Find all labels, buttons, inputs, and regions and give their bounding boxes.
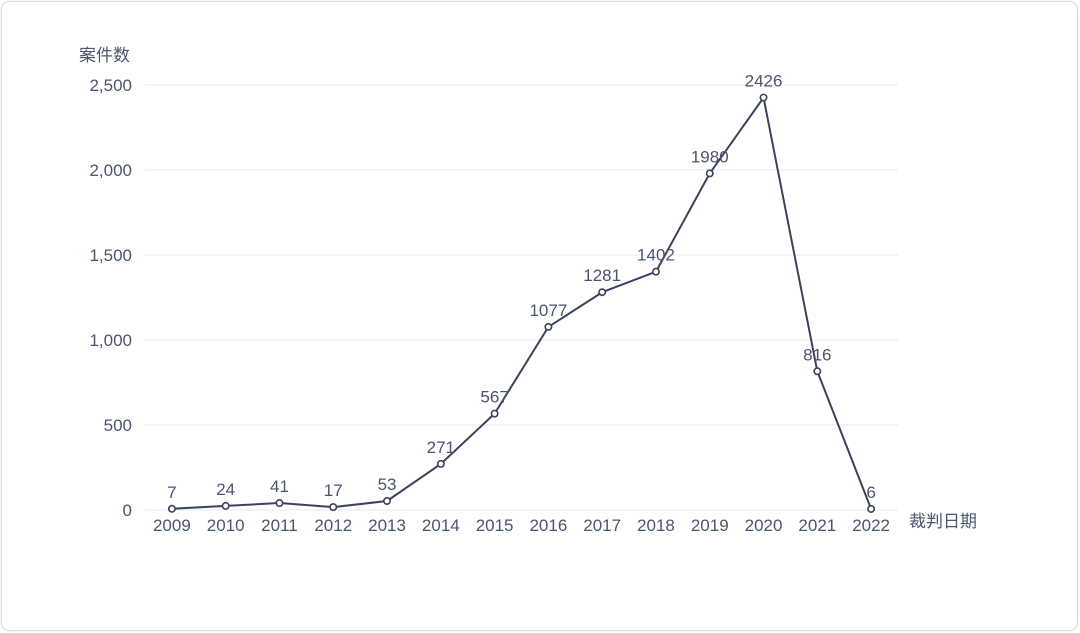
data-point-marker[interactable] [598, 288, 607, 297]
x-tick-label: 2014 [422, 516, 460, 535]
x-tick-label: 2020 [745, 516, 783, 535]
data-point-label: 24 [216, 480, 235, 499]
data-point-marker[interactable] [867, 504, 876, 513]
data-point-label: 816 [803, 345, 831, 364]
data-point-label: 567 [480, 388, 508, 407]
data-point-label: 1077 [529, 301, 567, 320]
data-point-marker[interactable] [490, 409, 499, 418]
x-tick-label: 2016 [529, 516, 567, 535]
data-point-label: 1980 [691, 147, 729, 166]
data-point-marker[interactable] [221, 501, 230, 510]
data-point-label: 6 [866, 483, 875, 502]
data-point-marker[interactable] [651, 267, 660, 276]
x-tick-label: 2017 [583, 516, 621, 535]
x-tick-label: 2021 [798, 516, 836, 535]
x-tick-label: 2018 [637, 516, 675, 535]
y-tick-label: 1,000 [89, 331, 132, 350]
data-point-marker[interactable] [436, 459, 445, 468]
y-tick-label: 0 [123, 501, 132, 520]
x-tick-label: 2010 [207, 516, 245, 535]
data-point-marker[interactable] [275, 499, 284, 508]
x-axis-title: 裁判日期 [909, 512, 977, 531]
data-point-marker[interactable] [759, 93, 768, 102]
series-line [170, 96, 873, 510]
x-tick-label: 2012 [314, 516, 352, 535]
x-tick-label: 2013 [368, 516, 406, 535]
x-tick-label: 2009 [153, 516, 191, 535]
y-axis-title: 案件数 [79, 46, 130, 65]
data-point-label: 17 [324, 481, 343, 500]
x-tick-label: 2019 [691, 516, 729, 535]
data-point-label: 2426 [745, 72, 783, 91]
data-point-marker[interactable] [329, 503, 338, 512]
y-tick-label: 2,500 [89, 76, 132, 95]
y-tick-label: 500 [104, 416, 132, 435]
data-point-marker[interactable] [383, 496, 392, 505]
data-point-label: 53 [378, 475, 397, 494]
y-tick-label: 2,000 [89, 161, 132, 180]
data-point-marker[interactable] [705, 169, 714, 178]
data-point-label: 7 [167, 483, 176, 502]
data-point-label: 1402 [637, 246, 675, 265]
data-point-label: 271 [427, 438, 455, 457]
data-point-label: 41 [270, 477, 289, 496]
data-point-marker[interactable] [813, 367, 822, 376]
data-point-label: 1281 [583, 266, 621, 285]
y-tick-label: 1,500 [89, 246, 132, 265]
x-tick-label: 2011 [261, 516, 298, 535]
x-tick-label: 2015 [476, 516, 514, 535]
x-tick-label: 2022 [852, 516, 890, 535]
data-point-marker[interactable] [167, 504, 176, 513]
data-point-marker[interactable] [544, 322, 553, 331]
